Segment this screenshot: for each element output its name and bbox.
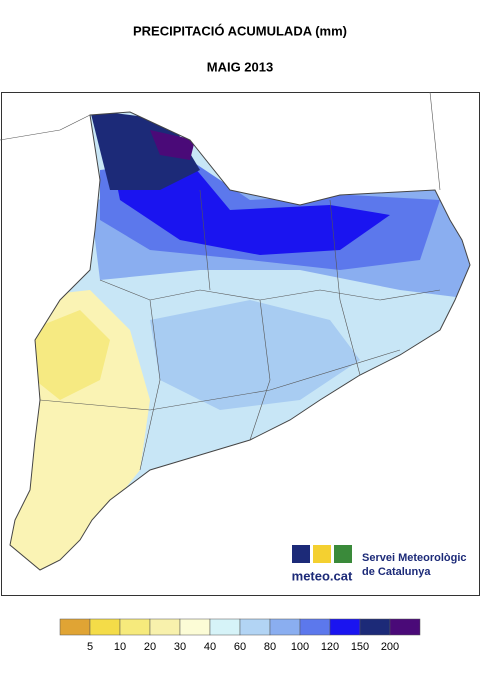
legend-label: 60 — [234, 641, 246, 653]
legend-swatch — [269, 618, 301, 636]
legend-label: 10 — [114, 641, 126, 653]
legend-label: 5 — [87, 641, 93, 653]
legend-label: 20 — [144, 641, 156, 653]
legend-swatch — [89, 618, 121, 636]
legend-label: 80 — [264, 641, 276, 653]
logo-org: Servei Meteorològic — [362, 552, 467, 564]
legend-swatch — [59, 618, 91, 636]
county-borders — [0, 91, 441, 471]
legend-swatch — [329, 618, 361, 636]
legend-swatch — [149, 618, 181, 636]
subtitle: MAIG 2013 — [207, 59, 273, 74]
legend-swatch — [359, 618, 391, 636]
legend-label: 120 — [321, 641, 339, 653]
legend-label: 40 — [204, 641, 216, 653]
legend-swatch — [389, 618, 421, 636]
legend-swatch — [119, 618, 151, 636]
legend-label: 150 — [351, 641, 369, 653]
map-outline — [9, 111, 471, 571]
legend-swatch — [209, 618, 241, 636]
legend-swatch — [299, 618, 331, 636]
legend-label: 200 — [381, 641, 399, 653]
logo-org: de Catalunya — [362, 566, 431, 578]
legend-label: 100 — [291, 641, 309, 653]
legend: 5 10 20 30 40 60 80 100 120 150 200 — [59, 618, 421, 653]
legend-swatch — [179, 618, 211, 636]
legend-label: 30 — [174, 641, 186, 653]
title: PRECIPITACIÓ ACUMULADA (mm) — [133, 23, 347, 38]
logo-brand: meteo.cat — [292, 568, 353, 583]
legend-swatch — [239, 618, 271, 636]
logo: meteo.cat Servei Meteorològic de Catalun… — [292, 545, 467, 583]
